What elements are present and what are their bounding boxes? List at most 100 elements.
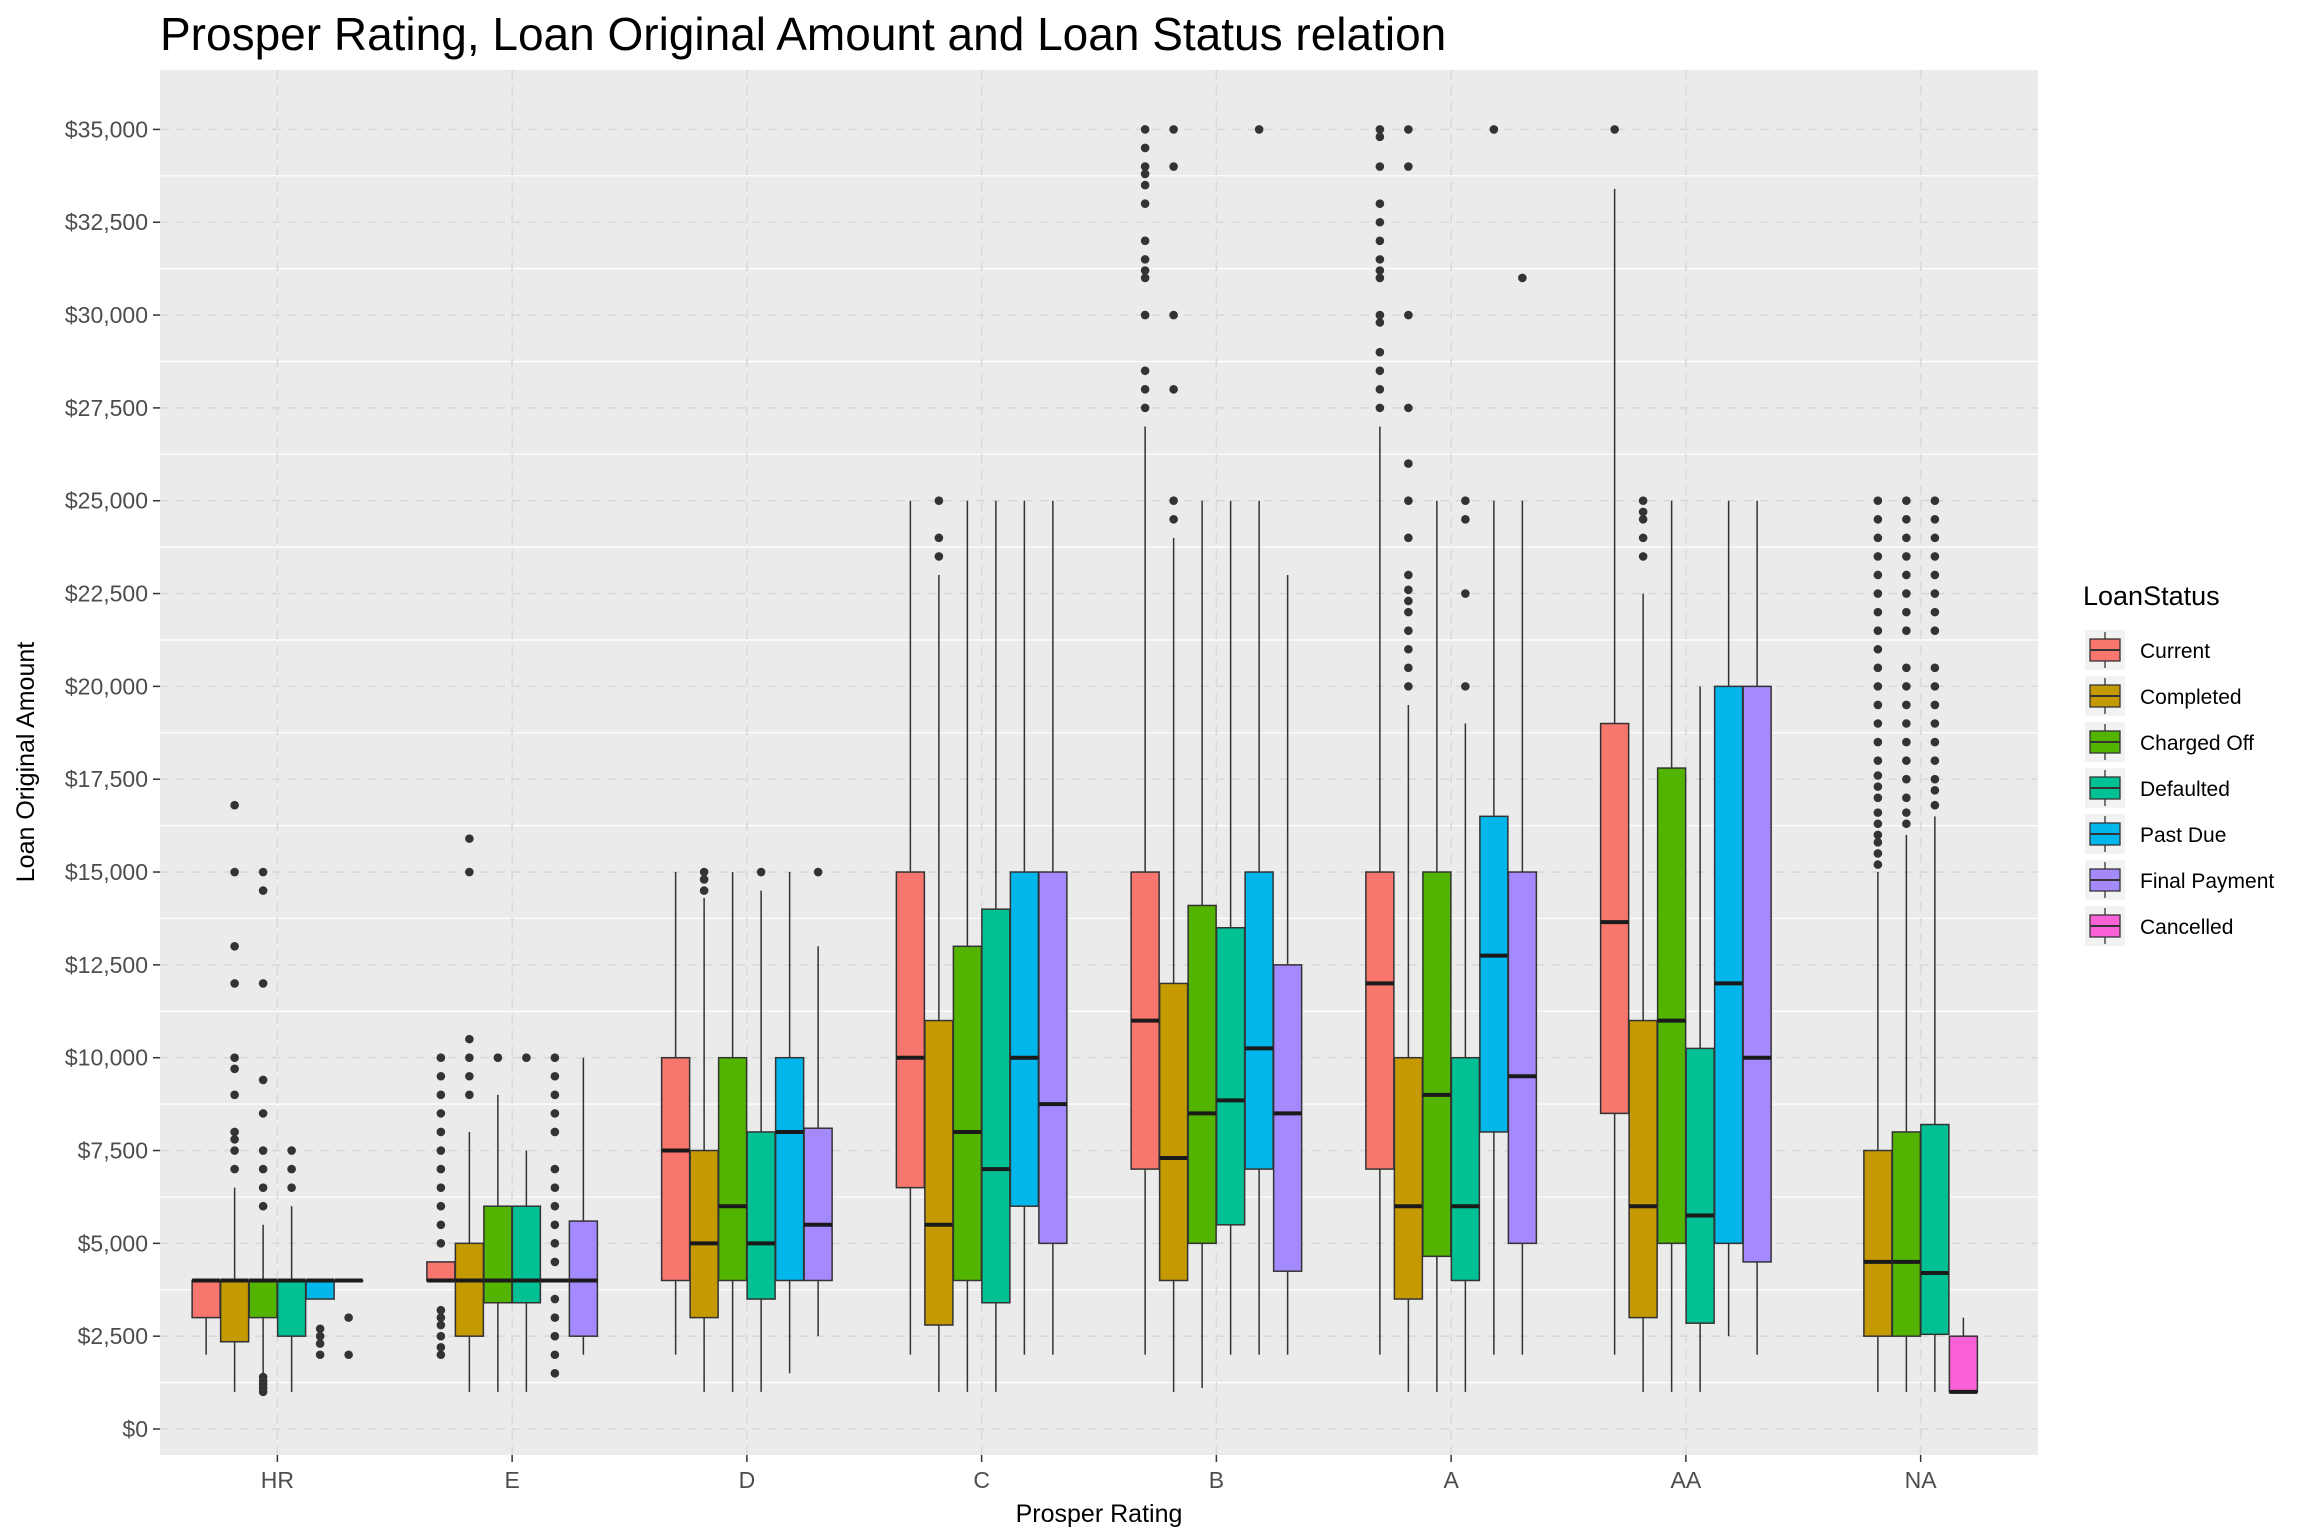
outlier-point (258, 1183, 268, 1192)
outlier-point (258, 1146, 268, 1155)
y-tick-label: $20,000 (65, 673, 148, 699)
box-iqr (1685, 1047, 1715, 1324)
legend-label: Current (2140, 640, 2210, 663)
legend-key-current: Current (2085, 630, 2210, 670)
outlier-point (1518, 273, 1527, 283)
y-axis: $0 $2,500 $5,000 $7,500 $10,000 $12,500 $15,00… (65, 116, 160, 1442)
x-tick-label: HR (261, 1467, 294, 1493)
box-iqr (1187, 904, 1217, 1245)
outlier-point (436, 1071, 446, 1081)
outlier-point (1375, 132, 1385, 142)
outlier-point (550, 1127, 560, 1137)
box-iqr (717, 1056, 748, 1282)
outlier-point (1902, 607, 1911, 617)
outlier-point (1404, 125, 1413, 134)
outlier-point (550, 1090, 560, 1100)
outlier-point (344, 1313, 353, 1322)
box-iqr (981, 908, 1011, 1304)
outlier-point (436, 1183, 446, 1192)
y-tick-label: $22,500 (65, 581, 148, 607)
box-defaulted (1450, 496, 1481, 1392)
outlier-point (1902, 533, 1911, 543)
box-group-c (895, 496, 1068, 1392)
box-iqr (191, 1279, 221, 1319)
outlier-point (1140, 162, 1150, 171)
outlier-point (230, 1053, 239, 1062)
x-tick-label: E (504, 1467, 519, 1493)
outlier-point (550, 1071, 560, 1081)
box-iqr (924, 1019, 954, 1326)
x-axis-title: Prosper Rating (1016, 1500, 1183, 1528)
outlier-point (287, 1146, 296, 1155)
outlier-point (1489, 125, 1499, 134)
outlier-point (1873, 607, 1883, 617)
outlier-point (550, 1109, 560, 1118)
box-iqr (1628, 1019, 1658, 1319)
box-iqr (746, 1131, 776, 1300)
outlier-point (550, 1369, 560, 1378)
outlier-point (1873, 860, 1883, 869)
outlier-point (436, 1350, 446, 1360)
outlier-point (1461, 496, 1470, 506)
outlier-point (1902, 808, 1911, 817)
box-final-payment (1742, 500, 1772, 1355)
box-group-a (1365, 125, 1538, 1392)
box-charged-off (248, 867, 278, 1397)
outlier-point (1140, 273, 1150, 283)
box-iqr (454, 1242, 485, 1337)
outlier-point (436, 1320, 446, 1330)
outlier-point (1902, 793, 1911, 803)
box-defaulted (981, 500, 1011, 1392)
y-tick-label: $12,500 (65, 952, 148, 978)
box-final-payment (803, 867, 833, 1337)
box-current (1599, 125, 1630, 1355)
box-final-payment (333, 1278, 364, 1360)
outlier-point (465, 1071, 474, 1081)
outlier-point (934, 496, 944, 506)
outlier-point (1873, 838, 1883, 847)
outlier-point (1140, 255, 1150, 264)
box-iqr (219, 1279, 250, 1343)
outlier-point (1902, 756, 1911, 765)
legend-label: Defaulted (2140, 778, 2230, 801)
legend-label: Completed (2140, 686, 2242, 709)
outlier-point (1930, 756, 1940, 765)
box-current (426, 1053, 456, 1360)
outlier-point (1375, 199, 1385, 208)
outlier-point (1404, 626, 1413, 635)
box-iqr (1599, 722, 1630, 1115)
box-past-due (305, 1278, 335, 1360)
outlier-point (230, 1090, 239, 1100)
box-defaulted (276, 1146, 307, 1392)
box-final-payment (1038, 500, 1068, 1355)
box-final-payment (1272, 574, 1303, 1355)
outlier-point (1930, 663, 1940, 673)
y-tick-label: $5,000 (78, 1230, 148, 1256)
outlier-point (550, 1331, 560, 1341)
outlier-point (1404, 570, 1413, 580)
outlier-point (1140, 169, 1150, 179)
outlier-point (1140, 385, 1150, 394)
outlier-point (1873, 514, 1883, 524)
outlier-point (1873, 700, 1883, 710)
outlier-point (1375, 347, 1385, 357)
box-iqr (1158, 982, 1189, 1282)
outlier-point (1169, 310, 1178, 320)
box-final-payment (568, 1057, 599, 1355)
outlier-point (315, 1339, 325, 1348)
legend-key-completed: Completed (2085, 676, 2242, 716)
outlier-point (436, 1090, 446, 1100)
outlier-point (1638, 507, 1648, 517)
legend-key-past-due: Past Due (2085, 814, 2226, 854)
outlier-point (465, 1034, 474, 1044)
legend-label: Final Payment (2140, 870, 2274, 893)
outlier-point (550, 1294, 560, 1304)
outlier-point (1375, 217, 1385, 227)
legend: LoanStatus Current Completed Charged Off De… (2083, 581, 2274, 946)
outlier-point (1873, 663, 1883, 673)
outlier-point (1902, 737, 1911, 747)
box-group-e (426, 834, 599, 1392)
outlier-point (1902, 589, 1911, 598)
outlier-point (1930, 626, 1940, 635)
